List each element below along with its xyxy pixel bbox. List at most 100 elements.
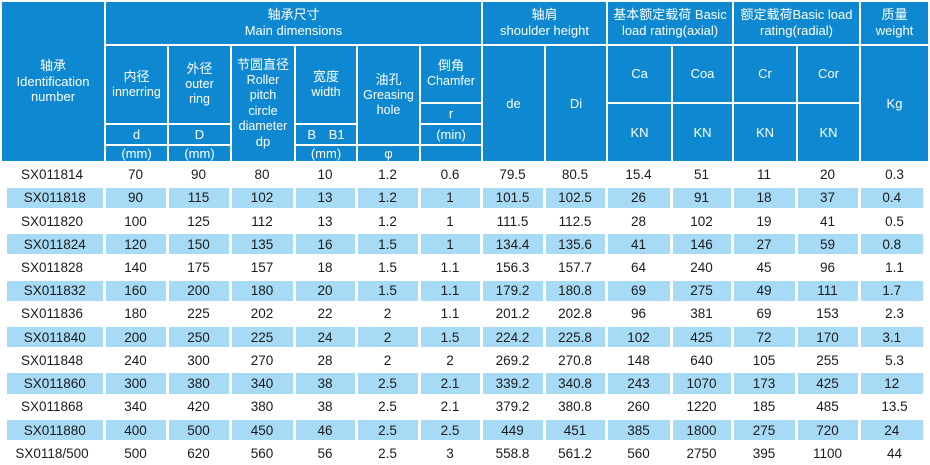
value-cell: 243	[607, 373, 670, 394]
table-body: SX011814 70 90 80 10 1.2 0.6 79.5 80.5 15.4 51 11 20…	[0, 163, 930, 465]
value-cell: 146	[672, 234, 731, 255]
value-cell: 135.6	[545, 234, 605, 255]
value-cell: 0.5	[885, 213, 904, 229]
value-cell: 558.8	[495, 445, 530, 461]
value-cell: 2750	[686, 445, 717, 461]
value-cell: 380	[250, 399, 274, 415]
group-radial-line1: 额定载荷Basic load	[740, 7, 853, 23]
header-chamfer: 倒角 Chamfer	[421, 46, 481, 102]
value-cell: 18	[317, 259, 333, 275]
table-row: SX011832 160 200 180 20 1.5 1.1 179.2 180.8 69 275…	[0, 279, 930, 302]
table-row: SX011836 180 225 202 22 2 1.1 201.2 202.8 96 381 69…	[0, 302, 930, 325]
value-cell: 38	[317, 399, 333, 415]
header-chamfer-unit: (min)	[421, 125, 481, 144]
kg-label: Kg	[886, 95, 903, 111]
header-outer-symbol: D	[169, 125, 230, 144]
value-cell: 153	[816, 306, 839, 322]
value-cell: 20	[819, 167, 836, 183]
value-cell: 449	[482, 419, 543, 441]
value-cell: 1.1	[440, 259, 460, 275]
value-cell: 2.5	[357, 419, 418, 441]
group-shoulder-zh: 轴肩	[531, 7, 558, 23]
value-cell: 96	[630, 306, 647, 322]
value-cell: 3	[446, 445, 454, 461]
header-greasing-hole: 油孔 Greasing hole	[358, 46, 419, 144]
value-cell: 1.7	[860, 280, 923, 301]
value-cell: 1.1	[440, 306, 460, 322]
value-cell: 111	[797, 280, 858, 301]
value-cell: 102	[690, 213, 713, 229]
value-cell: 1	[446, 213, 454, 229]
value-cell: 381	[690, 306, 713, 322]
value-cell: 140	[124, 259, 147, 275]
value-cell: 2.5	[378, 445, 397, 461]
value-cell: 5.3	[885, 352, 904, 368]
value-cell: 451	[545, 419, 605, 441]
value-cell: 2.5	[420, 419, 480, 441]
table-row: SX011868 340 420 380 38 2.5 2.1 379.2 380.8 260 12…	[0, 395, 930, 418]
value-cell: 620	[187, 445, 210, 461]
value-cell: 72	[733, 327, 795, 348]
outer-symbol: D	[194, 126, 205, 142]
header-coa-unit: KN	[673, 104, 732, 161]
header-group-axial-rating: 基本额定载荷 Basic load rating(axial)	[608, 2, 732, 44]
header-width: 宽度 width	[296, 46, 356, 123]
value-cell: 160	[105, 280, 166, 301]
value-cell: 19	[756, 213, 772, 229]
header-pitch-circle-diameter: 节圆直径 Roller pitch circle diameter dp	[232, 46, 294, 161]
value-cell: 380.8	[558, 399, 592, 415]
value-cell: 275	[733, 419, 795, 441]
value-cell: 1100	[812, 445, 843, 461]
outer-zh: 外径	[186, 61, 213, 77]
table-row: SX011840 200 250 225 24 2 1.5 224.2 225.8 102 425 7…	[0, 326, 930, 349]
bearing-id-cell: SX011818	[7, 187, 103, 208]
table-header: 轴承 Identification number 轴承尺寸 Main dimen…	[0, 0, 930, 163]
header-cr: Cr	[734, 46, 796, 102]
value-cell: 270	[250, 352, 274, 368]
header-width-unit: (mm)	[296, 146, 356, 161]
value-cell: 225.8	[545, 327, 605, 348]
value-cell: 96	[819, 259, 836, 275]
value-cell: 720	[797, 419, 858, 441]
value-cell: 1.5	[378, 259, 397, 275]
phi-symbol: φ	[384, 146, 393, 161]
value-cell: 380	[168, 373, 229, 394]
value-cell: 101.5	[482, 187, 543, 208]
value-cell: 41	[819, 213, 836, 229]
value-cell: 260	[627, 399, 650, 415]
header-di: Di	[546, 46, 606, 161]
bearing-id-cell: SX011880	[7, 419, 103, 441]
value-cell: 90	[190, 167, 207, 183]
value-cell: 420	[187, 399, 210, 415]
header-cor-unit: KN	[798, 104, 859, 161]
bearing-id-cell: SX011824	[7, 234, 103, 255]
value-cell: 450	[231, 419, 293, 441]
value-cell: 1.1	[420, 280, 480, 301]
table-row: SX0118/500 500 620 560 56 2.5 3 558.8 561.2 560 27…	[0, 442, 930, 465]
value-cell: 112	[251, 213, 273, 229]
value-cell: 3.1	[860, 327, 923, 348]
bearing-id-cell: SX011820	[20, 213, 84, 229]
header-chamfer-empty	[421, 146, 481, 161]
value-cell: 425	[797, 373, 858, 394]
value-cell: 51	[693, 167, 710, 183]
value-cell: 13	[295, 187, 355, 208]
value-cell: 105	[752, 352, 776, 368]
value-cell: 156.3	[495, 259, 530, 275]
value-cell: 24	[295, 327, 355, 348]
value-cell: 38	[295, 373, 355, 394]
value-cell: 1.5	[420, 327, 480, 348]
value-cell: 300	[187, 352, 210, 368]
value-cell: 225	[187, 306, 210, 322]
header-group-radial-rating: 额定载荷Basic load rating(radial)	[734, 2, 859, 44]
ca-unit: KN	[630, 124, 649, 140]
value-cell: 102.5	[545, 187, 605, 208]
header-group-main-dimensions: 轴承尺寸 Main dimensions	[106, 2, 481, 44]
value-cell: 91	[672, 187, 731, 208]
value-cell: 560	[627, 445, 650, 461]
value-cell: 225	[231, 327, 293, 348]
group-weight-en: weight	[875, 23, 914, 38]
value-cell: 37	[797, 187, 858, 208]
value-cell: 112.5	[558, 213, 592, 229]
